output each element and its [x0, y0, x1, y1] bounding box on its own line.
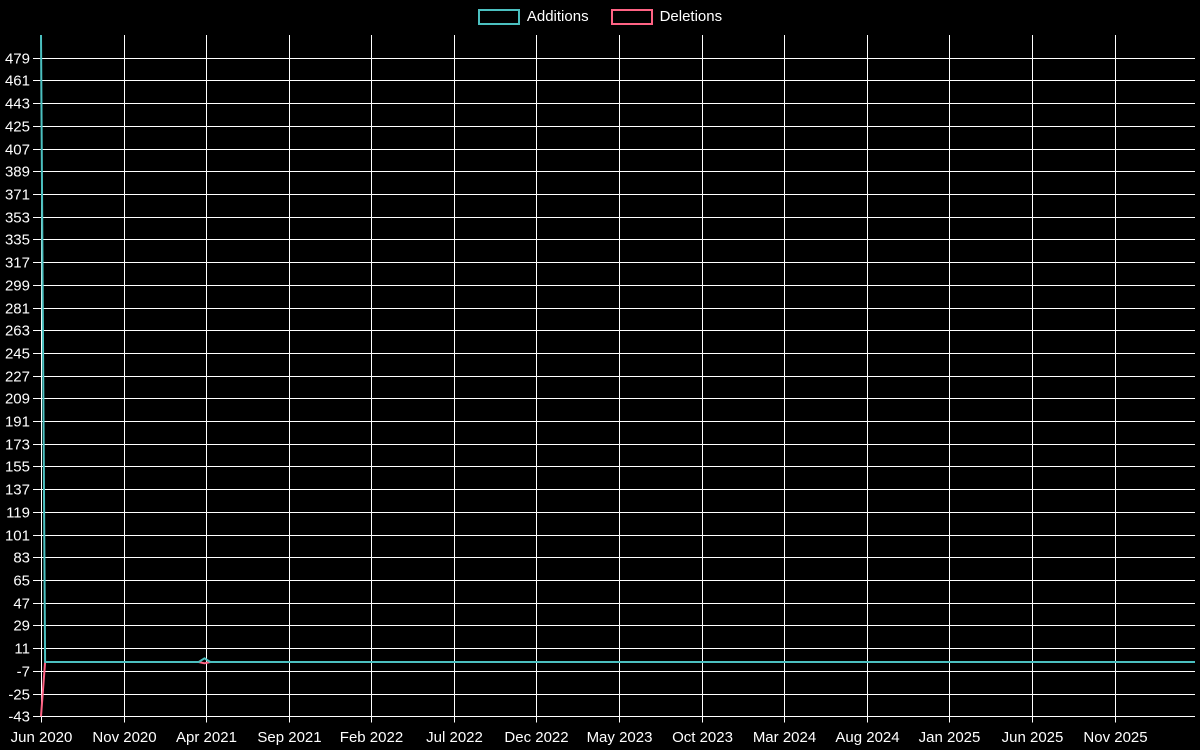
chart-legend: Additions Deletions — [0, 9, 1200, 25]
y-tick-label: 443 — [5, 96, 30, 113]
legend-label-additions: Additions — [526, 8, 589, 25]
legend-item-additions[interactable]: Additions — [477, 8, 589, 25]
y-tick-label: 29 — [13, 618, 30, 635]
y-tick-label: 101 — [5, 528, 30, 545]
additions-swatch-icon — [477, 9, 520, 25]
y-tick-label: 479 — [5, 51, 30, 68]
y-tick-label: 47 — [13, 596, 30, 613]
y-tick-label: -25 — [8, 687, 30, 704]
y-tick-label: -43 — [8, 709, 30, 726]
legend-label-deletions: Deletions — [659, 8, 723, 25]
deletions-swatch-icon — [610, 9, 653, 25]
x-tick-label: Nov 2020 — [92, 729, 156, 746]
y-tick-label: 317 — [5, 255, 30, 272]
x-tick-label: Dec 2022 — [504, 729, 568, 746]
y-tick-label: 245 — [5, 346, 30, 363]
y-tick-label: 461 — [5, 73, 30, 90]
x-tick-label: Apr 2021 — [176, 729, 237, 746]
y-tick-label: -7 — [17, 664, 30, 681]
y-tick-label: 155 — [5, 459, 30, 476]
y-tick-label: 191 — [5, 414, 30, 431]
x-tick-label: Jun 2020 — [11, 729, 73, 746]
additions-line — [40, 34, 1195, 663]
x-tick-label: Jan 2025 — [919, 729, 981, 746]
y-tick-label: 209 — [5, 391, 30, 408]
y-tick-label: 65 — [13, 573, 30, 590]
y-tick-label: 83 — [13, 550, 30, 567]
y-tick-label: 371 — [5, 187, 30, 204]
y-tick-label: 299 — [5, 278, 30, 295]
y-tick-label: 119 — [6, 505, 30, 522]
y-tick-label: 137 — [5, 482, 30, 499]
y-tick-label: 11 — [14, 641, 30, 658]
y-tick-label: 353 — [5, 210, 30, 227]
y-tick-label: 335 — [5, 232, 30, 249]
x-tick-label: Feb 2022 — [340, 729, 403, 746]
x-tick-label: Aug 2024 — [835, 729, 899, 746]
deletions-line — [40, 661, 1195, 717]
x-tick-label: May 2023 — [587, 729, 653, 746]
y-tick-label: 227 — [5, 369, 30, 386]
x-tick-label: Mar 2024 — [753, 729, 816, 746]
y-tick-label: 389 — [5, 164, 30, 181]
x-tick-label: Jul 2022 — [426, 729, 483, 746]
x-tick-label: Nov 2025 — [1083, 729, 1147, 746]
y-tick-label: 173 — [5, 437, 30, 454]
y-tick-label: 263 — [5, 323, 30, 340]
legend-item-deletions[interactable]: Deletions — [610, 8, 723, 25]
x-tick-label: Jun 2025 — [1002, 729, 1064, 746]
y-tick-label: 425 — [5, 119, 30, 136]
x-tick-label: Sep 2021 — [257, 729, 321, 746]
y-tick-label: 281 — [5, 301, 30, 318]
y-tick-label: 407 — [5, 142, 30, 159]
x-tick-label: Oct 2023 — [672, 729, 733, 746]
